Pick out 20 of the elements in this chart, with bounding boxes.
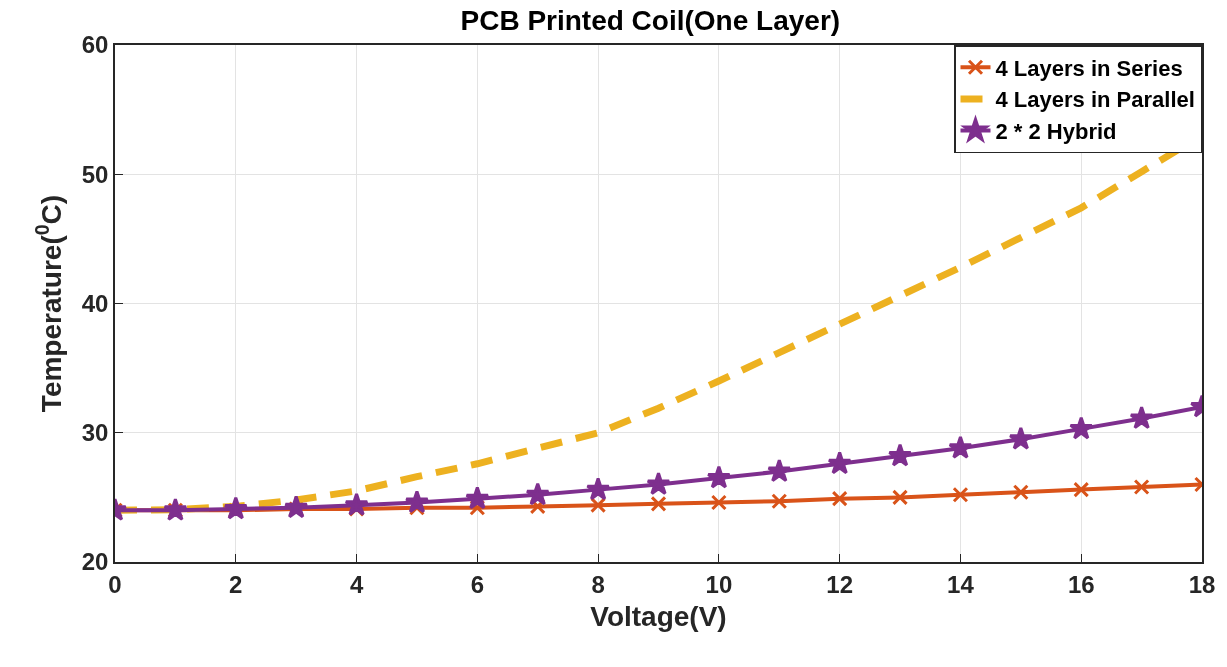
x-axis-title: Voltage(V): [590, 601, 727, 633]
legend-label: 4 Layers in Series: [995, 55, 1183, 81]
x-tick-label: 16: [1067, 570, 1095, 598]
x-tick-label: 14: [947, 570, 975, 598]
y-tick-label: 60: [81, 31, 109, 59]
x-tick-label: 0: [108, 570, 122, 598]
x-tick-label: 18: [1188, 570, 1216, 598]
x-tick-label: 2: [229, 570, 243, 598]
x-tick-label: 6: [470, 570, 485, 598]
x-tick-label: 12: [826, 570, 854, 598]
x-tick-label: 10: [705, 570, 733, 598]
y-tick-label: 50: [81, 160, 109, 188]
chart-title: PCB Printed Coil(One Layer): [460, 4, 841, 36]
y-tick-label: 20: [81, 548, 109, 576]
x-tick-label: 8: [591, 570, 605, 598]
y-tick-label: 30: [81, 419, 109, 447]
x-tick-label: 4: [349, 570, 364, 598]
y-tick-label: 40: [81, 289, 109, 317]
legend-label: 2 * 2 Hybrid: [995, 119, 1117, 145]
legend-label: 4 Layers in Parallel: [995, 87, 1195, 113]
